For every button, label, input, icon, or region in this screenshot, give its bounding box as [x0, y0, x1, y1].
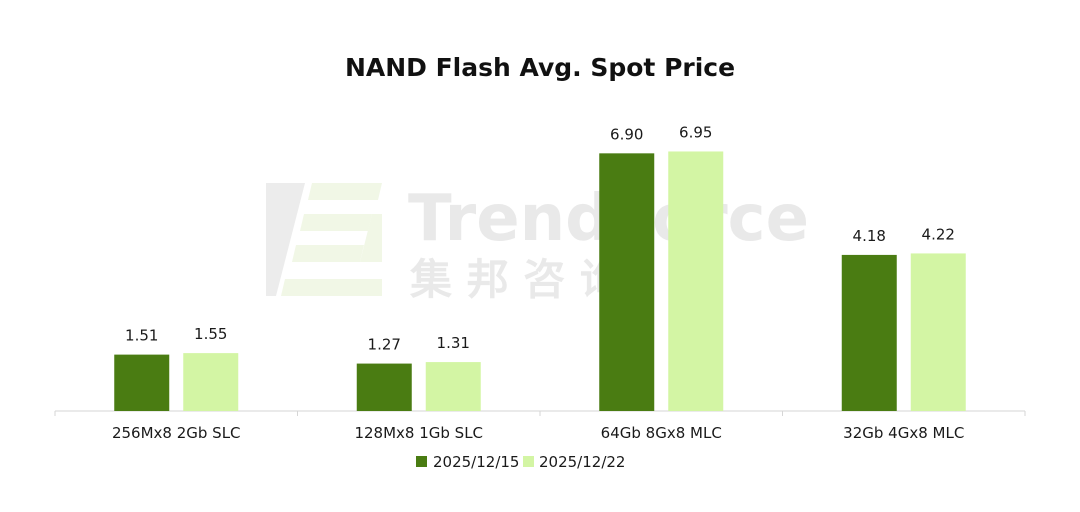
category-label: 128Mx8 1Gb SLC: [354, 424, 483, 442]
bar: [599, 153, 655, 411]
bar: [356, 363, 412, 411]
bar: [183, 353, 239, 411]
data-label: 1.31: [437, 334, 470, 352]
data-label: 6.95: [679, 123, 712, 141]
bar: [425, 362, 481, 411]
data-label: 1.55: [194, 325, 227, 343]
data-labels: 1.51 1.55 1.27 1.31 6.90 6.95 4.18 4.22: [125, 123, 955, 353]
chart-title: NAND Flash Avg. Spot Price: [345, 53, 735, 82]
x-axis-ticks: [54, 411, 1026, 416]
bars: [114, 151, 966, 411]
bar: [910, 253, 966, 411]
data-label: 4.22: [922, 225, 955, 243]
watermark-text-zh: 集 邦 咨 询: [409, 255, 622, 304]
data-label: 6.90: [610, 125, 643, 143]
legend-swatch-series-2: [523, 456, 534, 467]
bar: [668, 151, 724, 411]
data-label: 4.18: [853, 227, 886, 245]
data-label: 1.51: [125, 327, 158, 345]
data-label: 1.27: [368, 336, 401, 354]
category-label: 256Mx8 2Gb SLC: [112, 424, 241, 442]
watermark: TrendForce 集 邦 咨 询: [266, 182, 809, 304]
bar: [114, 354, 170, 411]
watermark-logo: [266, 183, 382, 296]
bar: [841, 254, 897, 411]
legend-label-series-1: 2025/12/15: [433, 453, 519, 471]
category-labels: 256Mx8 2Gb SLC 128Mx8 1Gb SLC 64Gb 8Gx8 ML…: [112, 424, 964, 442]
category-label: 64Gb 8Gx8 MLC: [601, 424, 722, 442]
legend: 2025/12/15 2025/12/22: [416, 453, 625, 471]
legend-swatch-series-1: [416, 456, 427, 467]
legend-label-series-2: 2025/12/22: [539, 453, 625, 471]
category-label: 32Gb 4Gx8 MLC: [843, 424, 964, 442]
